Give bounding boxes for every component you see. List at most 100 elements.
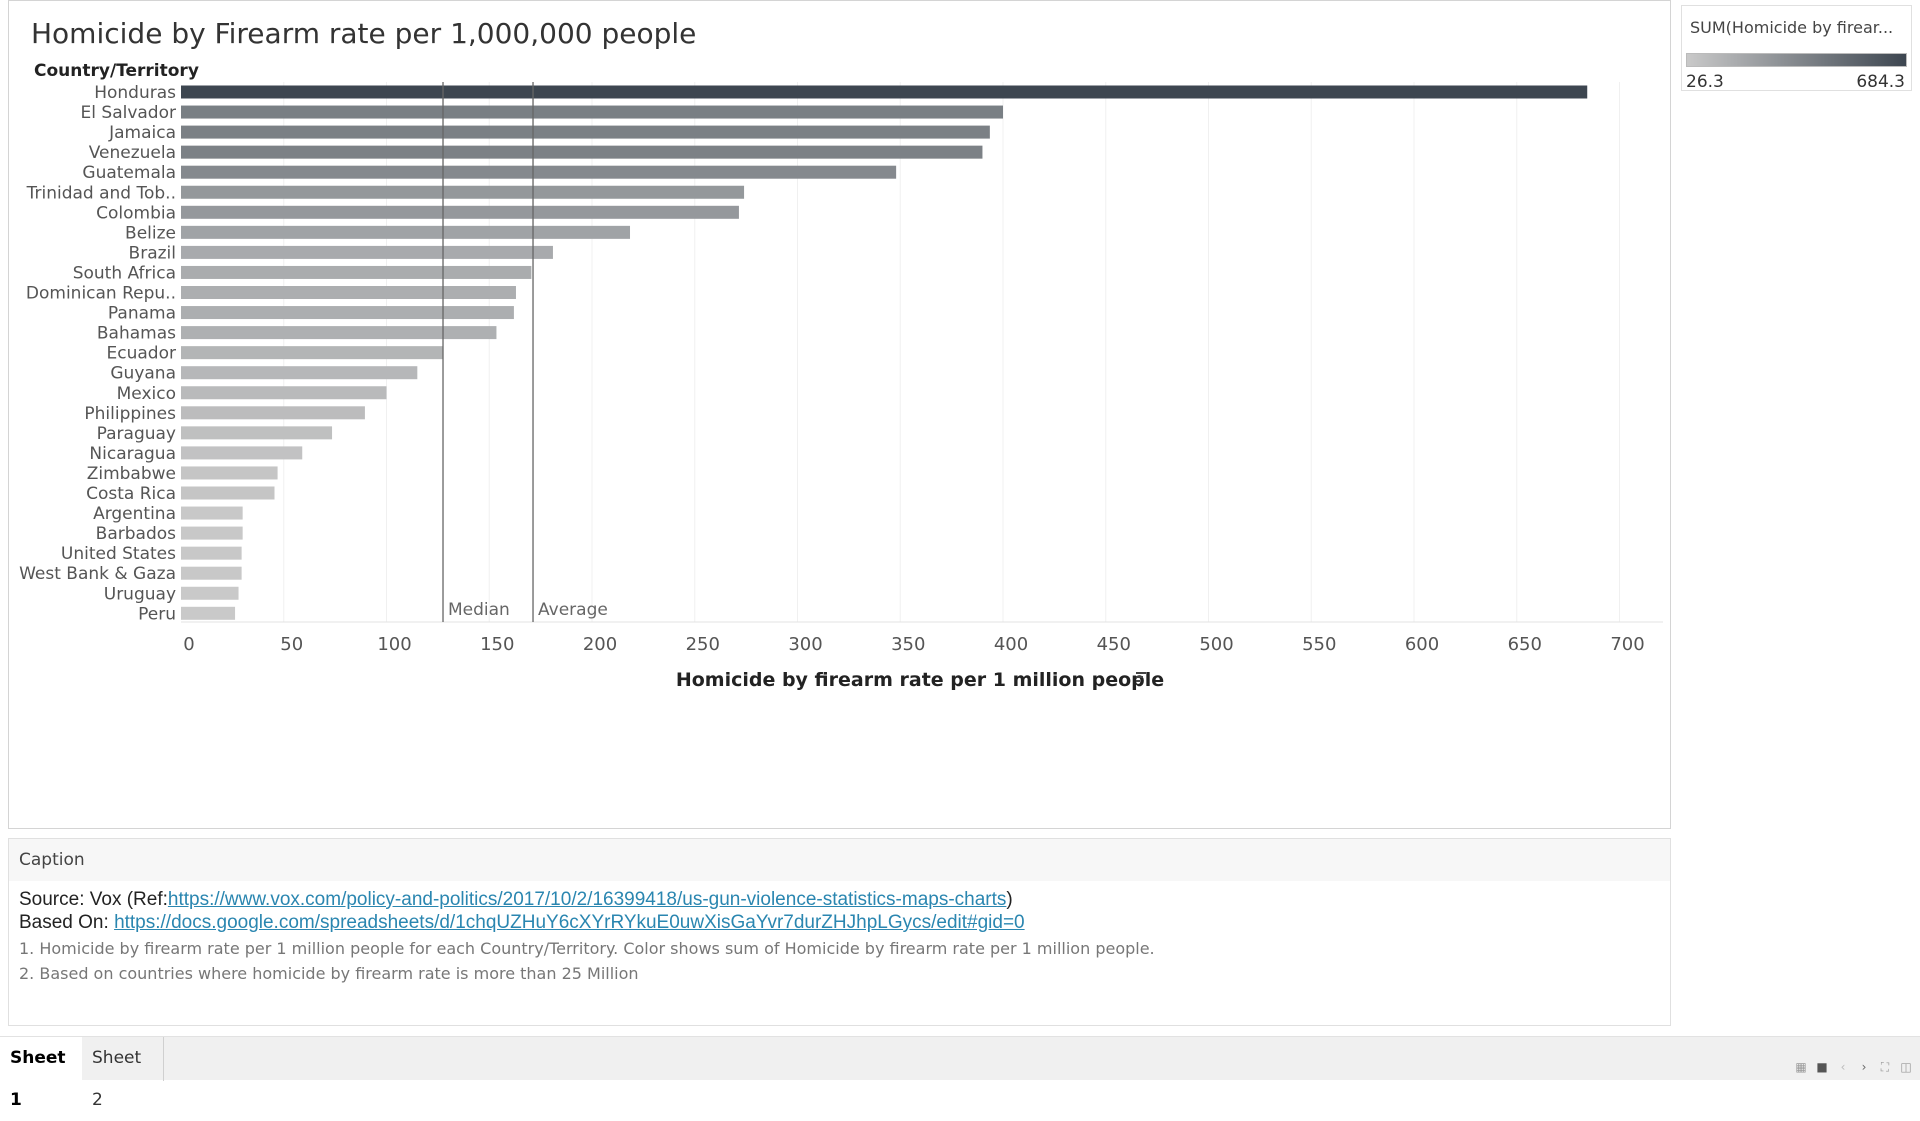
x-axis-ticks-layer: 0 50 100 150 200 250 300 350 400 450 500 550 600 650 7…: [183, 634, 1644, 655]
caption-source-suffix: ): [1006, 889, 1013, 910]
x-tick-label: 550: [1302, 634, 1336, 655]
bar[interactable]: [181, 606, 236, 620]
caption-source-line: Source: Vox (Ref:https://www.vox.com/pol…: [19, 889, 1013, 911]
reference-line-label: Average: [538, 600, 608, 620]
bar[interactable]: [181, 506, 243, 520]
category-label[interactable]: Dominican Repu..: [26, 284, 176, 304]
bar[interactable]: [181, 205, 739, 219]
bar[interactable]: [181, 346, 444, 360]
bar[interactable]: [181, 526, 243, 540]
fullscreen-icon[interactable]: ⛶: [1880, 1060, 1890, 1074]
category-label[interactable]: Jamaica: [108, 123, 176, 143]
bar[interactable]: [181, 286, 516, 299]
bar[interactable]: [181, 185, 745, 199]
category-label[interactable]: Mexico: [117, 384, 176, 404]
bar[interactable]: [181, 265, 532, 279]
chart-title: Homicide by Firearm rate per 1,000,000 p…: [31, 17, 697, 50]
bar[interactable]: [181, 306, 514, 320]
bar[interactable]: [181, 326, 497, 340]
caption-source-link[interactable]: https://www.vox.com/policy-and-politics/…: [167, 889, 1007, 910]
bar[interactable]: [181, 566, 242, 580]
category-label[interactable]: Argentina: [93, 504, 176, 524]
previous-icon[interactable]: ‹: [1840, 1060, 1846, 1074]
caption-header: Caption: [9, 839, 1670, 881]
category-label[interactable]: West Bank & Gaza: [19, 564, 176, 584]
category-label[interactable]: Colombia: [96, 203, 176, 223]
x-tick-label: 600: [1405, 634, 1439, 655]
legend-color-ramp: [1686, 53, 1907, 67]
category-label[interactable]: Panama: [108, 304, 176, 324]
single-view-icon[interactable]: ■: [1816, 1060, 1828, 1074]
category-label[interactable]: Uruguay: [104, 584, 176, 604]
bar[interactable]: [181, 225, 631, 239]
x-tick-label: 250: [686, 634, 720, 655]
bar[interactable]: [181, 145, 983, 159]
category-label[interactable]: Bahamas: [97, 324, 176, 344]
x-tick-label: 400: [994, 634, 1028, 655]
x-tick-label: 300: [788, 634, 822, 655]
bar[interactable]: [181, 426, 333, 440]
caption-based-on-link[interactable]: https://docs.google.com/spreadsheets/d/1…: [114, 912, 1025, 933]
caption-based-on-prefix: Based On:: [19, 912, 115, 933]
caption-note-1: 1. Homicide by firearm rate per 1 millio…: [19, 939, 1155, 958]
x-tick-label: 350: [891, 634, 925, 655]
bar-layer: [181, 85, 1588, 620]
sort-icon[interactable]: [1136, 672, 1146, 682]
bar[interactable]: [181, 446, 303, 460]
bar[interactable]: [181, 546, 242, 560]
bar[interactable]: [181, 245, 553, 259]
y-axis-title[interactable]: Country/Territory: [34, 61, 199, 81]
reference-lines-layer: Median Average: [442, 82, 608, 622]
category-label[interactable]: Costa Rica: [86, 484, 176, 504]
caption-based-on-line: Based On: https://docs.google.com/spread…: [19, 912, 1025, 934]
category-label[interactable]: Guyana: [110, 364, 176, 384]
x-axis-title[interactable]: Homicide by firearm rate per 1 million p…: [676, 669, 1164, 691]
category-label[interactable]: El Salvador: [81, 103, 176, 123]
bar[interactable]: [181, 386, 387, 400]
category-label[interactable]: Guatemala: [82, 163, 176, 183]
category-label[interactable]: Philippines: [84, 404, 176, 424]
bar[interactable]: [181, 466, 278, 480]
legend-min-label: 26.3: [1686, 72, 1724, 92]
bar[interactable]: [181, 165, 897, 179]
x-tick-label: 200: [583, 634, 617, 655]
category-label[interactable]: Nicaragua: [89, 444, 176, 464]
caption-source-prefix: Source: Vox (Ref:: [19, 889, 168, 910]
category-label[interactable]: Barbados: [96, 524, 176, 544]
category-label[interactable]: Venezuela: [89, 143, 176, 163]
grid-view-icon[interactable]: ▦: [1795, 1060, 1807, 1074]
category-label[interactable]: Belize: [125, 223, 176, 243]
bar[interactable]: [181, 85, 1588, 99]
bar[interactable]: [181, 105, 1003, 119]
category-label[interactable]: Zimbabwe: [87, 464, 176, 484]
legend-title: SUM(Homicide by firear...: [1690, 18, 1894, 37]
category-label[interactable]: Honduras: [94, 83, 176, 103]
x-tick-label: 450: [1097, 634, 1131, 655]
bar[interactable]: [181, 366, 418, 380]
bar[interactable]: [181, 586, 239, 600]
category-label[interactable]: Ecuador: [107, 344, 176, 364]
bar[interactable]: [181, 486, 275, 500]
caption-panel: Caption Source: Vox (Ref:https://www.vox…: [8, 838, 1671, 1026]
next-icon[interactable]: ›: [1861, 1060, 1867, 1074]
bar[interactable]: [181, 406, 365, 420]
x-tick-label: 100: [377, 634, 411, 655]
category-label[interactable]: Paraguay: [97, 424, 176, 444]
present-icon[interactable]: ◫: [1900, 1060, 1912, 1074]
sheet-tab-bar: Sheet 1 Sheet 2: [0, 1036, 1920, 1110]
category-label[interactable]: Trinidad and Tob..: [26, 183, 176, 203]
x-tick-label: 650: [1508, 634, 1542, 655]
x-tick-label: 700: [1610, 634, 1644, 655]
x-tick-label: 0: [183, 634, 194, 655]
category-label[interactable]: United States: [61, 544, 176, 564]
bar[interactable]: [181, 125, 990, 139]
category-label[interactable]: South Africa: [73, 263, 176, 283]
tab-sheet-2[interactable]: Sheet 2: [82, 1037, 164, 1110]
x-tick-label: 150: [480, 634, 514, 655]
color-legend[interactable]: SUM(Homicide by firear... 26.3 684.3: [1681, 5, 1912, 92]
category-label[interactable]: Brazil: [129, 243, 176, 263]
category-label[interactable]: Peru: [138, 604, 176, 624]
tab-sheet-1[interactable]: Sheet 1: [0, 1037, 82, 1110]
